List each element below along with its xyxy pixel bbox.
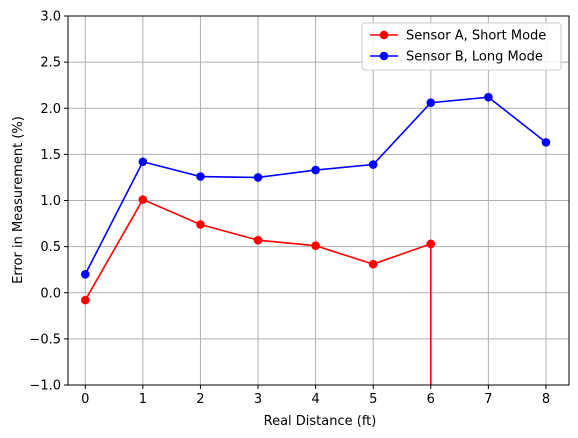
y-tick-label: 0.5 [40,240,61,255]
legend-marker [379,51,389,61]
data-point [368,259,378,269]
series-line-0 [84,198,432,385]
x-tick-label: 4 [311,392,319,407]
data-point [253,173,263,182]
legend-box [361,22,562,71]
y-tick-label: 0.0 [40,286,61,301]
data-point [426,98,436,108]
data-point [196,172,205,181]
y-tick-label: 1.0 [40,194,61,209]
data-point [426,239,436,249]
data-point [253,235,263,245]
y-tick-label: 2.5 [40,56,61,71]
data-point [311,241,320,251]
legend-label: Sensor B, Long Mode [406,50,543,65]
data-point [80,295,90,305]
data-point [138,195,148,204]
data-point [138,157,148,167]
y-tick-label: 2.0 [40,102,61,117]
x-tick-label: 6 [427,392,435,407]
x-tick-label: 8 [542,392,550,407]
y-axis-label: Error in Measurement (%) [11,116,26,284]
x-tick-label: 1 [139,392,147,407]
data-point [311,165,320,175]
data-point [368,160,378,169]
ticks: 0 1 2 3 4 5 6 7 8 −1.0 −0.5 0.0 0.5 1.0 1.5 2.0 2.5 3.0 [29,10,550,408]
x-tick-label: 5 [369,392,377,407]
x-axis-label: Real Distance (ft) [264,414,377,429]
y-tick-label: 3.0 [40,10,61,25]
data-point [80,270,90,279]
x-tick-label: 3 [254,392,262,407]
x-tick-label: 7 [484,392,492,407]
legend-marker [379,30,389,40]
data-point [484,92,493,102]
y-tick-label: −0.5 [29,332,61,347]
y-tick-label: −1.0 [29,379,61,394]
legend: Sensor A, Short Mode Sensor B, Long Mode [361,22,562,71]
series-layer [80,92,551,385]
y-tick-label: 1.5 [40,148,61,163]
data-point [541,138,551,147]
x-tick-label: 2 [196,392,204,407]
x-tick-label: 0 [81,392,89,407]
legend-label: Sensor A, Short Mode [406,29,546,44]
data-point [196,220,205,229]
